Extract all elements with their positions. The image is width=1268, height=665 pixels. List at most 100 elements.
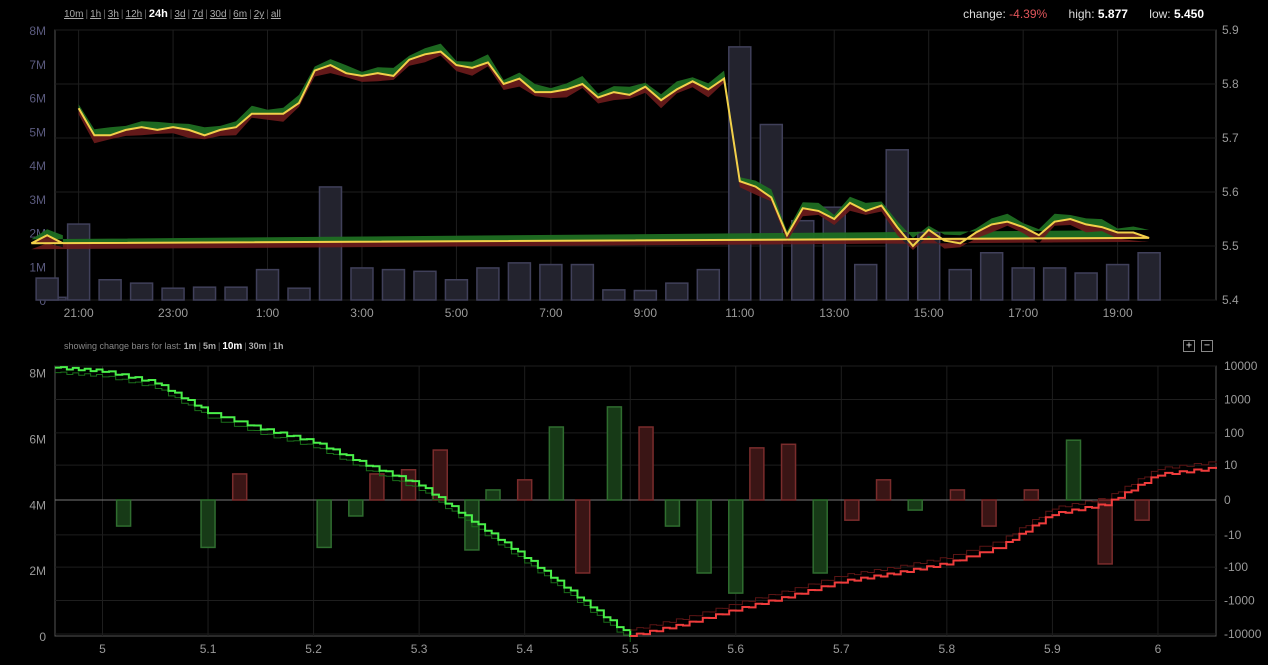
y-left-tick-label: 8M bbox=[29, 24, 46, 38]
high-value: 5.877 bbox=[1097, 7, 1128, 21]
bids-depth-line bbox=[55, 366, 632, 637]
change-bar bbox=[369, 473, 385, 501]
change-bar bbox=[1065, 439, 1082, 501]
change-bars-1m[interactable]: 1m bbox=[183, 341, 197, 351]
volume-bar bbox=[507, 262, 532, 301]
change-value: -4.39% bbox=[1009, 7, 1048, 21]
y-left-tick-label: 4M bbox=[29, 159, 46, 173]
change-bar bbox=[432, 449, 448, 501]
x-tick-label: 5.4 bbox=[516, 642, 533, 656]
volume-bar bbox=[1011, 267, 1035, 301]
x-tick-label: 3:00 bbox=[350, 306, 374, 320]
volume-bar bbox=[1105, 263, 1130, 301]
change-bar bbox=[231, 473, 248, 501]
zoom-out-button[interactable]: − bbox=[1201, 340, 1213, 352]
range-1h[interactable]: 1h bbox=[90, 9, 102, 20]
plot-frame bbox=[54, 365, 1217, 637]
volume-bar bbox=[948, 268, 972, 301]
y-right-tick-label: 1000 bbox=[1224, 392, 1251, 406]
range-7d[interactable]: 7d bbox=[192, 9, 204, 20]
range-3d[interactable]: 3d bbox=[174, 9, 186, 20]
range-30d[interactable]: 30d bbox=[209, 9, 227, 20]
change-bars-30m[interactable]: 30m bbox=[248, 341, 267, 351]
change-bar bbox=[844, 499, 860, 521]
bids-depth-shadow bbox=[55, 371, 631, 642]
change-bar bbox=[200, 499, 216, 549]
asks-depth-line bbox=[630, 466, 1217, 637]
y-right-tick-label: 10 bbox=[1224, 458, 1238, 472]
volume-bar bbox=[791, 219, 815, 301]
change-bar bbox=[664, 499, 681, 527]
x-tick-label: 5.6 bbox=[727, 642, 744, 656]
plot-frame bbox=[54, 29, 1217, 301]
change-bar bbox=[949, 489, 966, 501]
volume-bar bbox=[129, 282, 154, 301]
x-tick-label: 21:00 bbox=[64, 306, 94, 320]
y-left-tick-label: 3M bbox=[29, 193, 46, 207]
x-tick-label: 5.2 bbox=[305, 642, 322, 656]
x-tick-label: 13:00 bbox=[819, 306, 849, 320]
price-stats: change: -4.39% high: 5.877 low: 5.450 bbox=[963, 7, 1204, 21]
volume-bar bbox=[255, 268, 280, 301]
y-right-tick-label: 5.4 bbox=[1222, 293, 1239, 307]
change-bars-10m[interactable]: 10m bbox=[222, 341, 243, 352]
volume-bar bbox=[192, 286, 217, 301]
range-24h[interactable]: 24h bbox=[148, 8, 168, 20]
change-bar bbox=[400, 468, 417, 501]
change-bar bbox=[1023, 489, 1040, 501]
volume-bar bbox=[822, 206, 846, 301]
y-right-tick-label: 100 bbox=[1224, 426, 1244, 440]
volume-bar bbox=[161, 287, 185, 301]
volume-bar bbox=[381, 268, 406, 301]
x-tick-label: 23:00 bbox=[158, 306, 188, 320]
x-tick-label: 5.7 bbox=[833, 642, 850, 656]
price-band-down bbox=[31, 51, 1150, 250]
change-bar bbox=[516, 479, 533, 501]
low-value: 5.450 bbox=[1173, 7, 1204, 21]
y-left-tick-label: 4M bbox=[29, 498, 46, 512]
change-bar bbox=[780, 443, 797, 501]
range-12h[interactable]: 12h bbox=[125, 9, 143, 20]
asks-depth-shadow bbox=[630, 461, 1217, 631]
y-right-tick-label: -1000 bbox=[1224, 594, 1255, 608]
volume-bar bbox=[979, 252, 1004, 301]
range-2y[interactable]: 2y bbox=[253, 9, 265, 20]
volume-bar bbox=[696, 268, 721, 301]
change-bar bbox=[749, 447, 765, 501]
range-10m[interactable]: 10m bbox=[64, 9, 84, 20]
change-bars-1h[interactable]: 1h bbox=[273, 341, 284, 351]
volume-bar bbox=[570, 263, 595, 301]
change-bar bbox=[548, 426, 565, 501]
price-band-up bbox=[31, 43, 1150, 246]
change-bar bbox=[606, 406, 623, 501]
volume-bar bbox=[35, 277, 59, 301]
y-left-tick-label: 0 bbox=[39, 630, 46, 644]
change-label: change: bbox=[963, 7, 1006, 21]
volume-bar bbox=[633, 289, 658, 301]
range-3h[interactable]: 3h bbox=[107, 9, 119, 20]
volume-bar bbox=[539, 263, 563, 301]
x-tick-label: 9:00 bbox=[634, 306, 658, 320]
volume-bar bbox=[350, 267, 374, 301]
y-left-tick-label: 8M bbox=[29, 367, 46, 381]
change-bars-5m[interactable]: 5m bbox=[202, 341, 216, 351]
volume-bar bbox=[1074, 272, 1098, 301]
y-right-tick-label: -10000 bbox=[1224, 627, 1262, 641]
y-left-tick-label: 0 bbox=[39, 294, 46, 308]
change-bars-selector: showing change bars for last: 1m | 5m | 10m |… bbox=[64, 341, 284, 352]
range-6m[interactable]: 6m bbox=[233, 9, 248, 20]
change-bar bbox=[485, 489, 501, 501]
low-label: low: bbox=[1149, 7, 1171, 21]
change-bar bbox=[348, 499, 364, 517]
x-tick-label: 5.8 bbox=[939, 642, 956, 656]
change-bar bbox=[638, 426, 654, 501]
price-volume-chart: 21:00 23:00 1:00 3:00 5:00 7:00 9:00 11:00 13:00… bbox=[29, 23, 1239, 320]
range-all[interactable]: all bbox=[270, 9, 281, 20]
volume-bar bbox=[853, 263, 878, 301]
y-right-tick-label: 0 bbox=[1224, 493, 1231, 507]
volume-bar bbox=[224, 286, 248, 301]
x-tick-label: 5 bbox=[99, 642, 106, 656]
zoom-in-button[interactable]: + bbox=[1183, 340, 1195, 352]
volume-bar bbox=[476, 267, 500, 301]
change-bar bbox=[316, 499, 332, 549]
